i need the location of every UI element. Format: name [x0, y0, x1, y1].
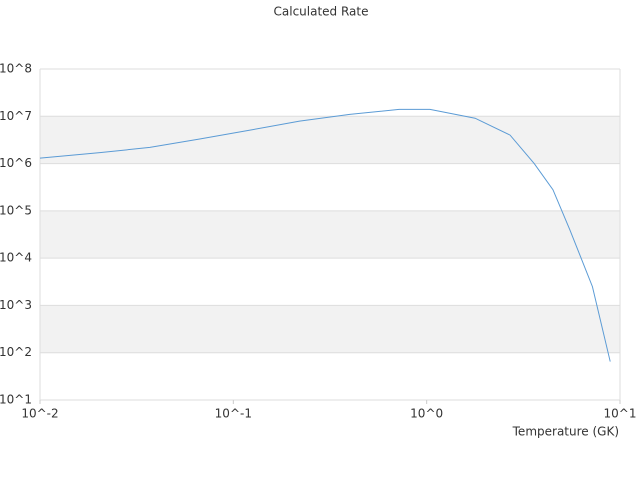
- y-tick-label: 10^5: [0, 203, 32, 217]
- grid-band: [40, 210, 620, 259]
- y-tick-label: 10^8: [0, 62, 32, 76]
- series-line: [39, 108, 611, 362]
- x-tick-label: 10^-1: [215, 407, 252, 421]
- x-axis-title: Temperature (GK): [512, 425, 619, 439]
- chart-title: Calculated Rate: [274, 5, 369, 19]
- y-tick-label: 10^3: [0, 298, 32, 312]
- y-tick-label: 10^6: [0, 156, 32, 170]
- x-tick-label: 10^0: [410, 407, 443, 421]
- grid-band: [40, 116, 620, 164]
- y-tick-label: 10^2: [0, 345, 32, 359]
- y-tick-label: 10^1: [0, 393, 32, 407]
- y-tick-label: 10^7: [0, 109, 32, 123]
- x-tick-label: 10^1: [604, 407, 637, 421]
- grid-band: [40, 305, 620, 353]
- y-tick-label: 10^4: [0, 251, 32, 265]
- x-tick-label: 10^-2: [21, 407, 58, 421]
